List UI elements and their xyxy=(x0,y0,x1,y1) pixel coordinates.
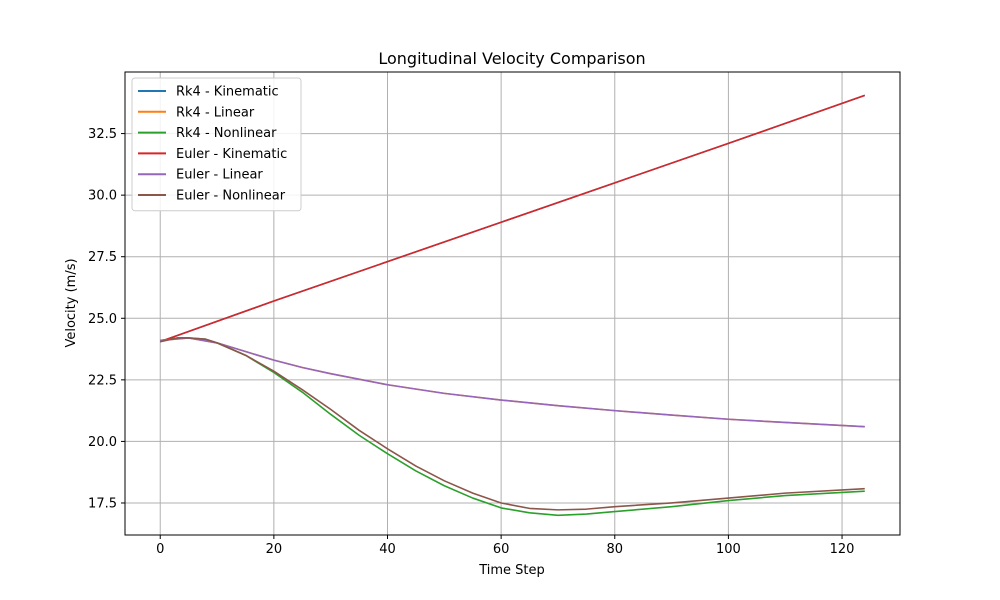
legend-box xyxy=(131,77,302,212)
legend: Rk4 - Kinematic Rk4 - Linear Rk4 - Nonline… xyxy=(131,77,302,212)
x-tick-label: 40 xyxy=(379,542,396,557)
legend-label-rk4-linear: Rk4 - Linear xyxy=(176,105,255,120)
y-tick-label: 30.0 xyxy=(88,189,117,204)
series-line-euler-kinematic xyxy=(159,94,866,343)
x-axis-label: Time Step xyxy=(478,563,545,578)
legend-label-rk4-kinematic: Rk4 - Kinematic xyxy=(176,85,279,100)
y-tick-label: 25.0 xyxy=(88,312,117,327)
legend-label-euler-nonlinear: Euler - Nonlinear xyxy=(176,189,286,204)
y-tick-label: 20.0 xyxy=(88,435,117,450)
y-axis-label: Velocity (m/s) xyxy=(64,258,79,347)
grid-layer xyxy=(125,72,900,535)
x-tick-label: 100 xyxy=(716,542,741,557)
tick-layer: 0 20 40 60 80 100 120 17.5 20.0 22.5 25.0 27.5 30.0 3… xyxy=(88,127,854,557)
legend-label-euler-kinematic: Euler - Kinematic xyxy=(176,147,287,162)
series-line-euler-linear xyxy=(160,337,865,428)
legend-label-rk4-nonlinear: Rk4 - Nonlinear xyxy=(176,126,277,141)
y-tick-label: 22.5 xyxy=(88,373,117,388)
x-tick-label: 0 xyxy=(156,542,164,557)
y-tick-label: 32.5 xyxy=(88,127,117,142)
plot-frame xyxy=(124,71,901,536)
legend-label-euler-linear: Euler - Linear xyxy=(176,168,263,183)
x-tick-label: 60 xyxy=(493,542,510,557)
x-tick-label: 20 xyxy=(266,542,283,557)
y-tick-label: 27.5 xyxy=(88,250,117,265)
series-line-euler-nonlinear xyxy=(160,337,865,511)
x-tick-label: 80 xyxy=(606,542,623,557)
x-tick-label: 120 xyxy=(830,542,855,557)
chart-title: Longitudinal Velocity Comparison xyxy=(378,49,645,68)
series-layer xyxy=(159,94,866,517)
y-tick-label: 17.5 xyxy=(88,496,117,511)
